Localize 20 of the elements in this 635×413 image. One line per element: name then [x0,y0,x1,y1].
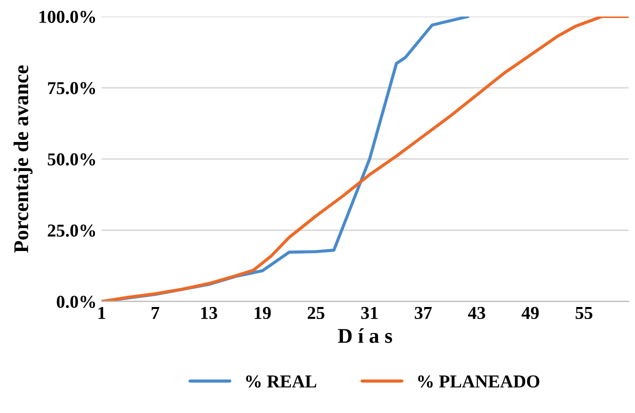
x-tick-label: 1 [98,306,106,319]
x-tick-label: 19 [254,306,271,320]
y-tick-label: 100.0% [40,10,96,24]
x-tick-label: 43 [468,306,486,320]
x-tick-label: 49 [522,306,539,320]
y-tick-label: 0.0% [56,296,96,308]
y-tick-label: 25.0% [48,224,96,237]
legend-label: % PLANEADO [418,375,540,388]
y-tick-label: 50.0% [48,153,96,166]
legend-label: % REAL [246,375,316,388]
y-tick-label: 75.0% [48,82,96,94]
x-tick-label: 25 [308,306,324,320]
x-tick-label: 31 [361,306,378,320]
y-axis-title: Porcentaje de avance [14,65,33,253]
x-tick-label: 55 [576,307,592,320]
x-tick-label: 13 [201,306,218,320]
x-axis-title: D í a s [338,328,392,343]
x-tick-label: 7 [152,307,160,319]
x-tick-label: 37 [414,306,432,320]
line-series [102,16,629,302]
